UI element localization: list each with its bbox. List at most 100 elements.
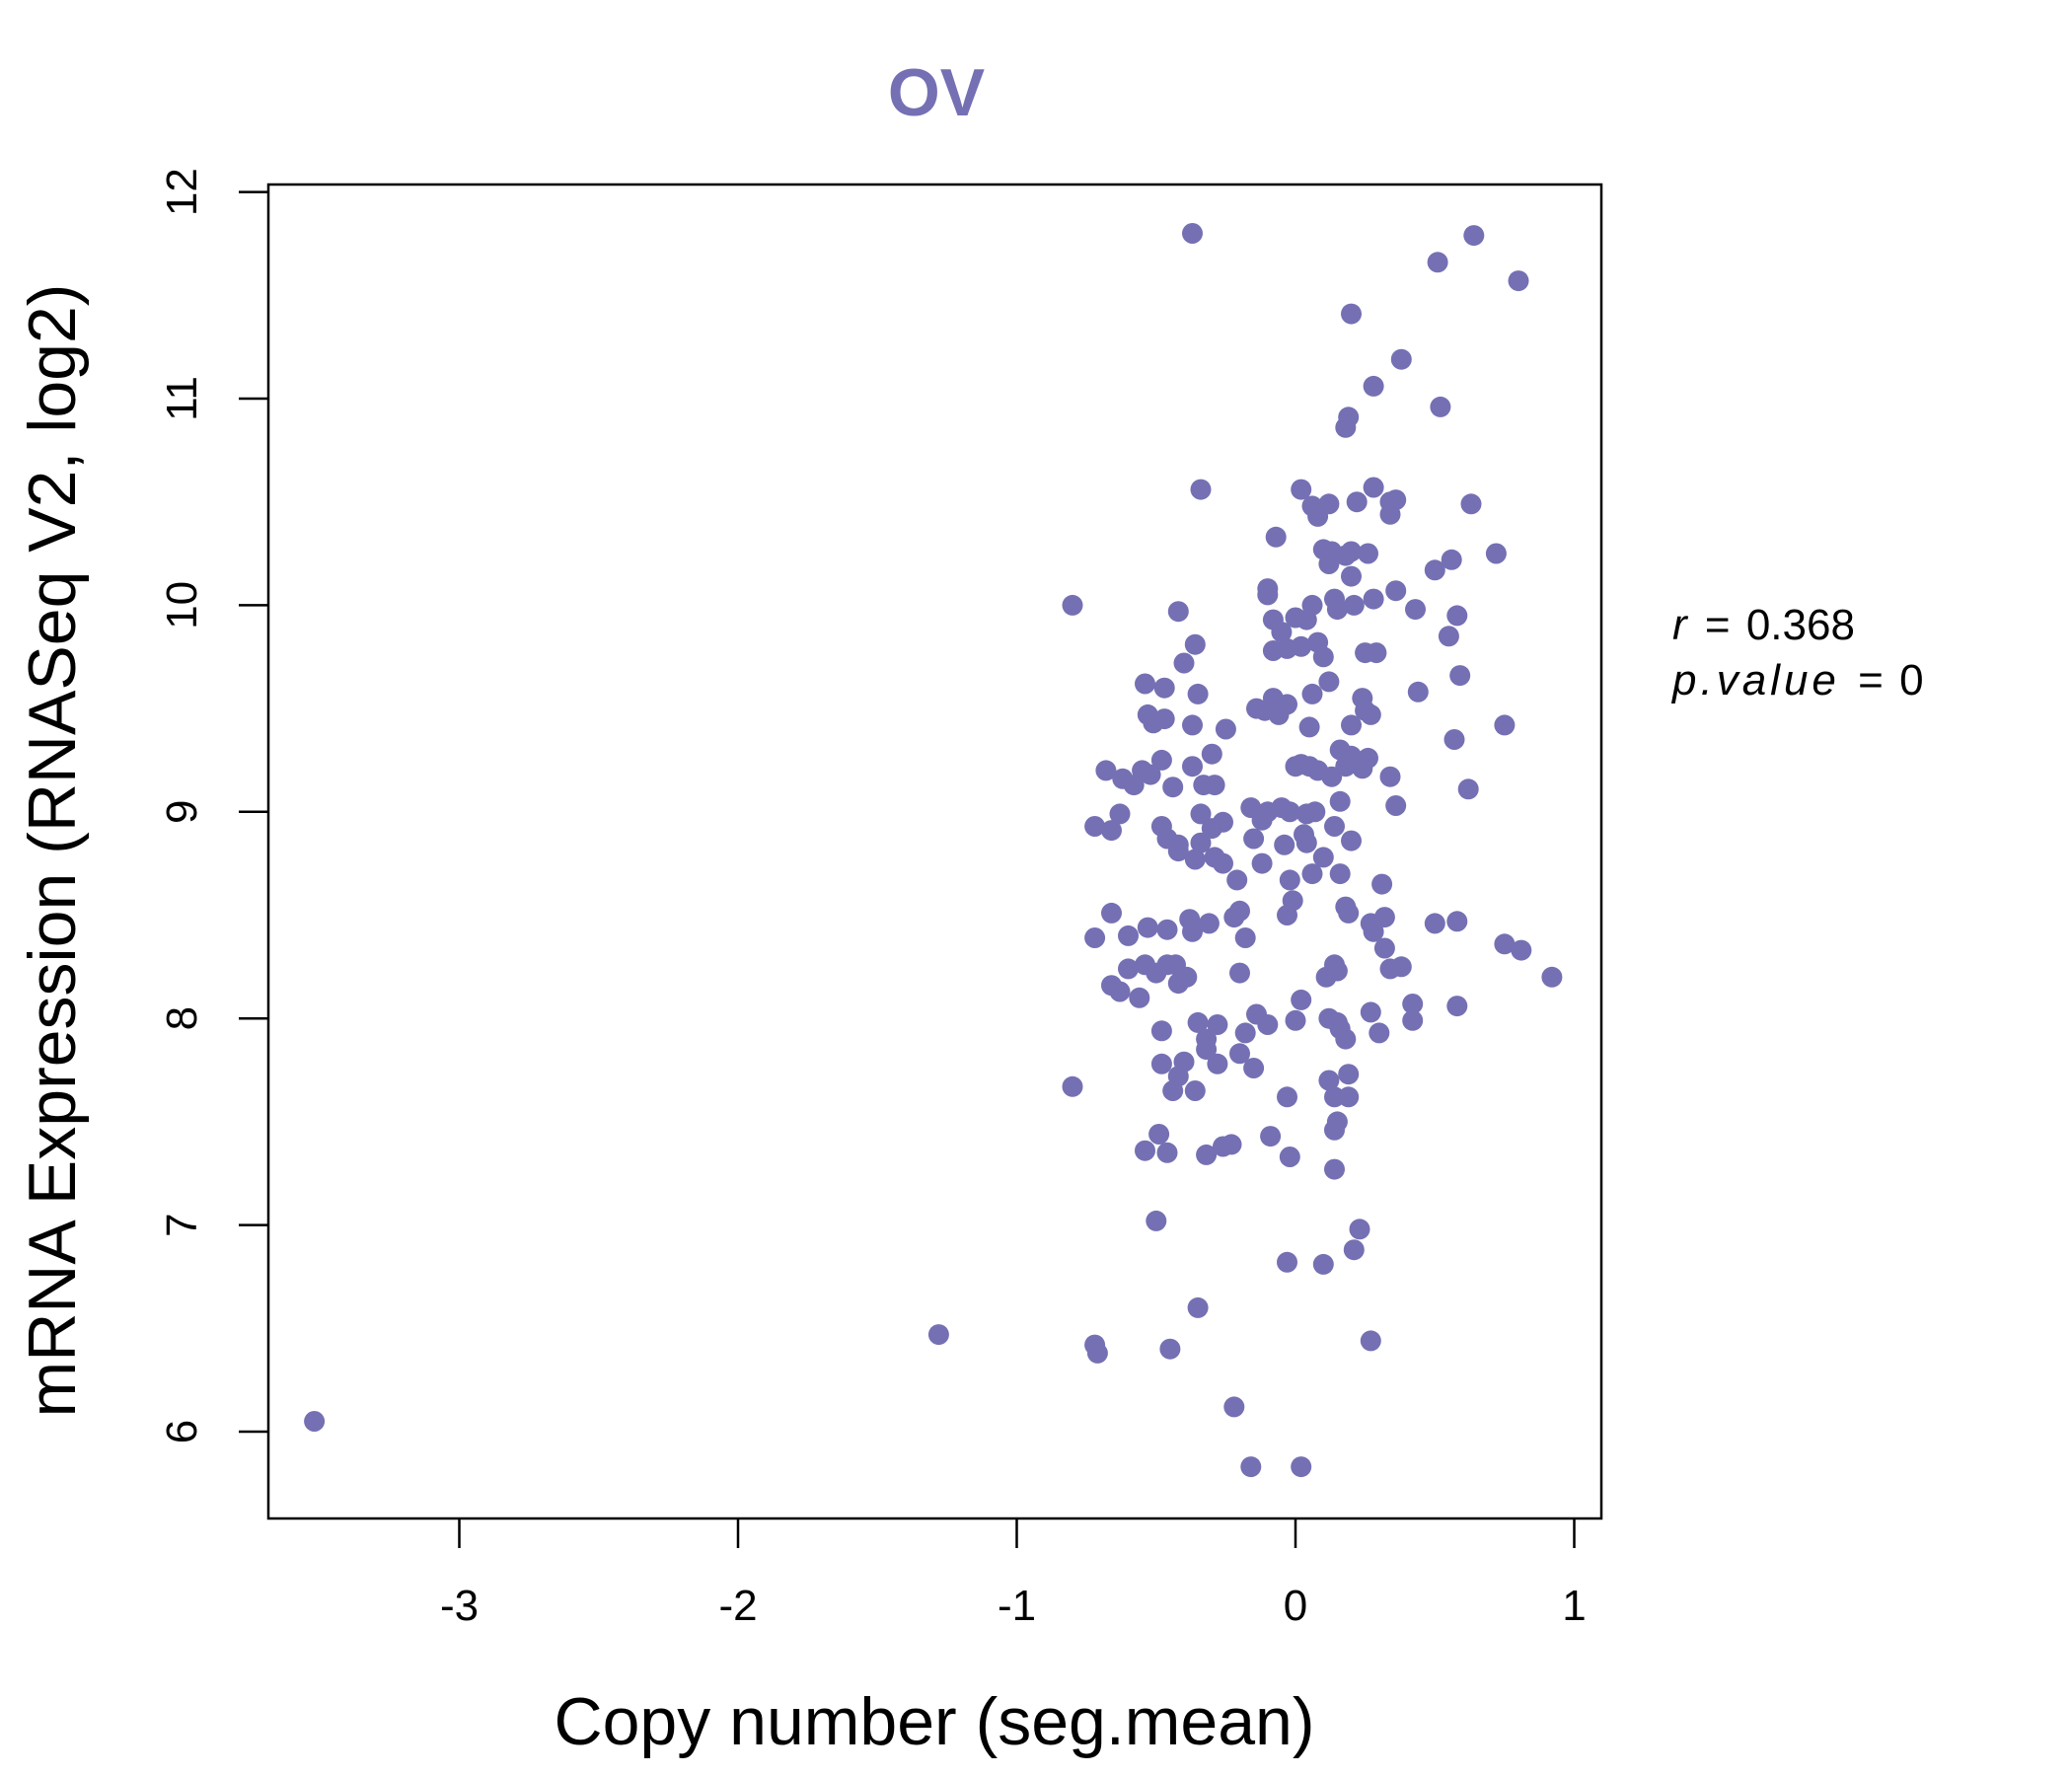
data-point	[1312, 539, 1334, 560]
data-point	[1373, 937, 1395, 959]
data-point	[1446, 996, 1468, 1017]
data-point	[1312, 646, 1334, 668]
data-point	[1084, 927, 1106, 948]
data-point	[1463, 225, 1485, 247]
data-point	[1271, 622, 1293, 643]
data-point	[1358, 543, 1378, 564]
data-point	[1390, 956, 1412, 978]
data-point	[1343, 1239, 1365, 1261]
data-point	[1086, 1342, 1108, 1364]
data-point	[1379, 766, 1401, 787]
data-point	[1118, 925, 1139, 946]
y-tick-label: 11	[158, 376, 206, 421]
data-point	[1508, 270, 1529, 292]
data-point	[1405, 599, 1426, 621]
data-point	[1204, 775, 1225, 796]
x-axis: -3 -2 -1 0 1	[440, 1518, 1587, 1630]
data-point	[1251, 852, 1273, 874]
data-point	[1243, 1058, 1265, 1078]
data-point	[1279, 801, 1300, 823]
y-tick-label: 12	[158, 168, 206, 216]
data-point	[1329, 790, 1351, 812]
y-tick-label: 8	[158, 1006, 206, 1030]
data-point	[1135, 673, 1155, 695]
data-point	[1338, 902, 1360, 924]
p-equals: =	[1858, 656, 1884, 704]
x-tick-label: 0	[1284, 1582, 1307, 1630]
data-point	[1358, 747, 1378, 769]
data-point	[1371, 873, 1393, 895]
data-point	[1511, 939, 1532, 961]
data-point	[1326, 1111, 1348, 1133]
data-point	[1190, 803, 1212, 825]
data-point	[1187, 683, 1209, 704]
data-point	[1109, 803, 1131, 825]
data-point	[1251, 809, 1273, 831]
data-point	[1187, 1011, 1209, 1033]
p-label: p.value	[1670, 656, 1840, 704]
data-point	[1243, 828, 1265, 850]
data-point	[1282, 890, 1303, 912]
data-point	[1341, 830, 1362, 851]
data-point	[1207, 1014, 1228, 1035]
x-tick-label: -2	[718, 1582, 757, 1630]
data-point	[1402, 1009, 1424, 1031]
data-point	[1298, 716, 1320, 738]
data-point	[1349, 1219, 1370, 1240]
data-point	[1366, 642, 1387, 664]
data-point	[1326, 599, 1348, 621]
data-point	[1277, 694, 1297, 715]
data-point	[1363, 375, 1384, 397]
x-tick-label: -3	[440, 1582, 479, 1630]
data-point	[1485, 543, 1507, 564]
data-point	[1301, 683, 1323, 704]
data-point	[1329, 863, 1351, 885]
plot-frame	[266, 183, 1603, 1520]
data-point	[1159, 1338, 1181, 1360]
data-point	[1201, 743, 1222, 765]
data-point	[1207, 1053, 1228, 1074]
data-point	[1118, 958, 1139, 980]
x-axis-label: Copy number (seg.mean)	[554, 1684, 1314, 1759]
data-point	[1150, 749, 1172, 771]
data-point	[1277, 1086, 1297, 1108]
data-point	[1184, 633, 1206, 655]
data-point	[1215, 718, 1236, 740]
r-equals: =	[1705, 601, 1731, 649]
data-point	[1150, 1053, 1172, 1074]
data-point	[1184, 849, 1206, 870]
data-point	[1257, 578, 1279, 600]
data-point	[927, 1324, 949, 1346]
data-point	[1373, 907, 1395, 928]
data-point	[1443, 729, 1465, 750]
data-point	[1234, 927, 1256, 948]
data-point	[1285, 756, 1306, 777]
data-points	[304, 223, 1563, 1478]
data-point	[1257, 1014, 1279, 1035]
data-point	[1457, 778, 1479, 800]
data-point	[1291, 635, 1312, 657]
y-tick-label: 7	[158, 1213, 206, 1236]
data-point	[1318, 1070, 1340, 1091]
data-point	[1301, 594, 1323, 616]
data-point	[1363, 588, 1384, 610]
data-point	[1150, 1020, 1172, 1042]
data-point	[1234, 1022, 1256, 1044]
data-point	[1182, 223, 1203, 244]
data-point	[1318, 671, 1340, 693]
data-point	[1274, 834, 1295, 855]
p-value: 0	[1899, 656, 1923, 704]
data-point	[1246, 698, 1267, 719]
data-point	[1301, 495, 1323, 517]
data-point	[1312, 847, 1334, 868]
data-point	[1494, 933, 1516, 955]
data-point	[1318, 493, 1340, 515]
data-point	[1187, 1296, 1209, 1318]
data-point	[1260, 1126, 1282, 1147]
data-point	[1449, 665, 1471, 687]
data-point	[1341, 541, 1362, 562]
r-label: r	[1672, 601, 1689, 649]
data-point	[1285, 1009, 1306, 1031]
data-point	[1223, 1396, 1245, 1418]
